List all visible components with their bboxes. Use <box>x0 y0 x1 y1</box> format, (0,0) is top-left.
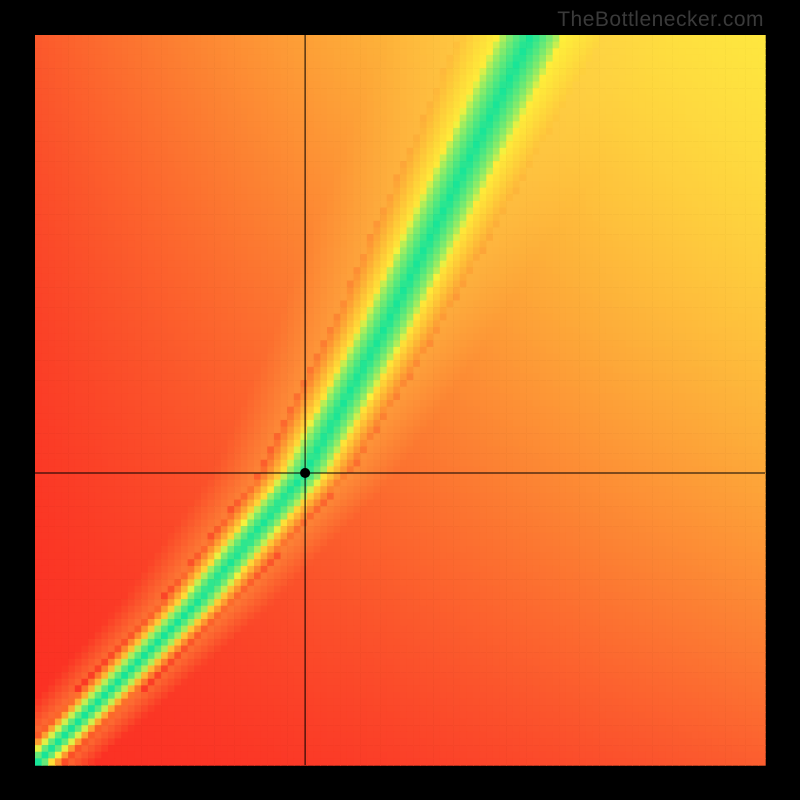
chart-container: TheBottlenecker.com <box>0 0 800 800</box>
bottleneck-heatmap <box>0 0 800 800</box>
watermark-text: TheBottlenecker.com <box>557 8 764 32</box>
